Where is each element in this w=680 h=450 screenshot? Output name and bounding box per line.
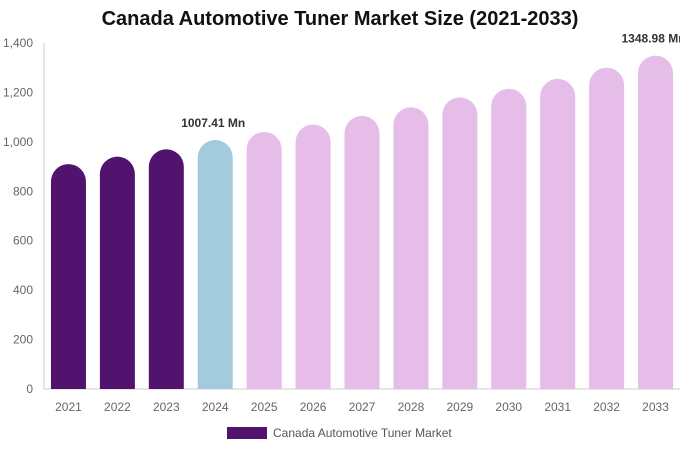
y-tick-label: 600 <box>13 234 33 248</box>
x-tick-label: 2033 <box>642 400 669 414</box>
bar-2030 <box>491 88 527 389</box>
bar-2027 <box>344 115 380 389</box>
y-tick-label: 800 <box>13 184 33 198</box>
x-tick-label: 2027 <box>349 400 376 414</box>
y-tick-label: 1,400 <box>3 36 33 50</box>
bar-2022 <box>99 156 135 389</box>
bar-2025 <box>246 131 282 389</box>
x-tick-label: 2024 <box>202 400 229 414</box>
bar-2032 <box>589 67 625 389</box>
x-tick-label: 2023 <box>153 400 180 414</box>
x-tick-label: 2032 <box>593 400 620 414</box>
x-tick-label: 2021 <box>55 400 82 414</box>
bar-2031 <box>540 78 576 389</box>
bar-2029 <box>442 97 478 389</box>
bar-2023 <box>148 149 184 389</box>
y-tick-label: 1,200 <box>3 85 33 99</box>
x-tick-label: 2028 <box>398 400 425 414</box>
bar-2028 <box>393 107 429 389</box>
data-label: 1348.98 Mn <box>622 32 680 46</box>
chart-title: Canada Automotive Tuner Market Size (202… <box>101 8 579 30</box>
x-tick-label: 2030 <box>495 400 522 414</box>
y-tick-label: 200 <box>13 333 33 347</box>
bar-2033 <box>638 55 674 390</box>
legend-label: Canada Automotive Tuner Market <box>273 426 452 440</box>
x-tick-label: 2026 <box>300 400 327 414</box>
bar-2024 <box>197 140 233 389</box>
legend: Canada Automotive Tuner Market <box>227 426 452 440</box>
x-tick-label: 2029 <box>446 400 473 414</box>
y-tick-label: 0 <box>26 382 33 396</box>
x-tick-label: 2025 <box>251 400 278 414</box>
x-tick-label: 2022 <box>104 400 131 414</box>
data-label: 1007.41 Mn <box>181 116 245 130</box>
legend-swatch <box>227 427 267 439</box>
y-tick-label: 400 <box>13 283 33 297</box>
bar-2026 <box>295 124 331 390</box>
bar-2021 <box>50 164 86 389</box>
y-tick-label: 1,000 <box>3 135 33 149</box>
x-tick-label: 2031 <box>544 400 571 414</box>
